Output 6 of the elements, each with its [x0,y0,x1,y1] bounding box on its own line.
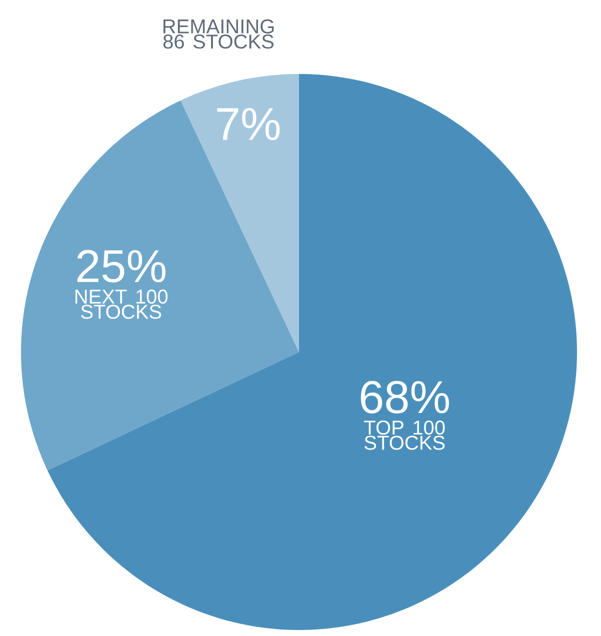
slice-label: NEXT 100 STOCKS [76,290,168,319]
data-label: 7% [217,108,280,140]
data-label: 68% [360,380,449,414]
slice-label: TOP 100 STOCKS [364,420,445,450]
slice-label: REMAINING 86 STOCKS [163,19,274,49]
data-label: 25% [77,250,166,282]
